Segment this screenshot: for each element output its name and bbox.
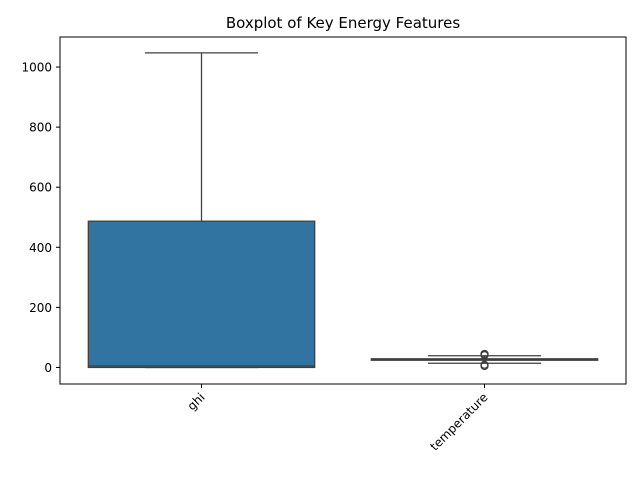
y-tick-label: 200 [29, 301, 52, 315]
x-tick-label: temperature [427, 390, 490, 453]
y-tick-label: 800 [29, 121, 52, 135]
y-tick-label: 600 [29, 181, 52, 195]
outlier-point [480, 349, 489, 359]
chart-title: Boxplot of Key Energy Features [226, 14, 461, 32]
plot-frame [59, 36, 627, 385]
x-tick-label: ghi [185, 390, 208, 413]
y-tick-label: 0 [44, 361, 52, 375]
y-tick-label: 1000 [21, 61, 52, 75]
outlier-point [480, 360, 489, 369]
box-ghi [87, 220, 316, 369]
y-tick-label: 400 [29, 241, 52, 255]
